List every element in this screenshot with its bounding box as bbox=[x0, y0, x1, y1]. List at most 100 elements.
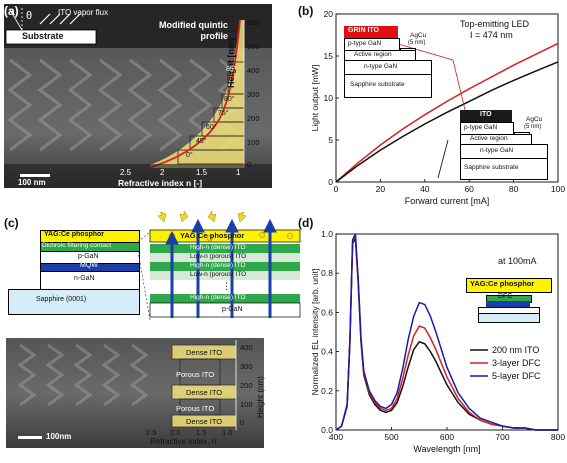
y-tick-label: 0.4 bbox=[321, 347, 333, 357]
y-tick-label: 0 bbox=[328, 177, 333, 187]
d-inset-phosphor bbox=[466, 278, 552, 293]
dfc-phosphor-label: YAG:Ce phosphor bbox=[180, 231, 245, 240]
dfc-layer-label: Low-n (porous) ITO bbox=[190, 253, 247, 260]
y-tick-label: 10 bbox=[324, 93, 334, 103]
stack-layer-label: n-GaN bbox=[74, 275, 95, 282]
y-tick-label: 0.6 bbox=[321, 307, 333, 317]
dfc-layer-label: Low-n (porous) ITO bbox=[190, 271, 247, 278]
panel-a-x-tick: 1.5 bbox=[196, 168, 208, 177]
x-tick-label: 60 bbox=[464, 184, 474, 194]
panel-c-xlabel: Refractive index, n bbox=[150, 437, 217, 446]
ito-metal-label: AgCu bbox=[526, 116, 543, 123]
panel-a-profile-label: Modified quintic profile bbox=[159, 20, 228, 41]
sem-layer-label: Dense ITO bbox=[186, 348, 223, 357]
x-tick-label: 80 bbox=[509, 184, 519, 194]
panel-a-scale-bar: 100 nm bbox=[18, 178, 46, 187]
panel-a-height-tick: 300 bbox=[247, 90, 260, 99]
x-tick-label: 500 bbox=[384, 432, 398, 442]
sem-layer-label: Porous ITO bbox=[176, 404, 215, 413]
stack-layer-label: Dichroic filtering contact bbox=[42, 242, 111, 249]
panel-c-height-tick: 100 bbox=[240, 400, 253, 409]
y-tick-label: 0.2 bbox=[321, 386, 333, 396]
x-axis-label: Wavelength [nm] bbox=[413, 444, 480, 454]
d-inset-mqw bbox=[486, 301, 530, 307]
panel-a-height-tick: 600 bbox=[247, 18, 260, 27]
ito-active-label: Active region bbox=[470, 135, 508, 142]
panel-a-x-tick: 2 bbox=[160, 168, 165, 177]
panel-d-letter: (d) bbox=[298, 216, 314, 230]
dfc-dots: ⋮ bbox=[222, 281, 231, 291]
panel-c-x-tick: 1.5 bbox=[196, 428, 207, 437]
panel-a-flux-label: ITO vapor flux bbox=[58, 8, 109, 17]
grin-sapphire-label: Sapphire substrate bbox=[350, 81, 405, 88]
panel-a-theta: θ bbox=[26, 10, 33, 22]
d-inset-dfc-label: DFC bbox=[498, 293, 513, 300]
stack-sapphire-layer bbox=[8, 289, 140, 315]
panel-b-annotation-line1: Top-emitting LED bbox=[460, 19, 530, 29]
panel-c-x-tick: 2.0 bbox=[170, 428, 181, 437]
panel-d-annotation: at 100mA bbox=[498, 256, 537, 266]
panel-c-scale-bar: 100nm bbox=[46, 432, 72, 441]
legend-label: 3-layer DFC bbox=[492, 358, 541, 368]
x-tick-label: 700 bbox=[495, 432, 509, 442]
x-tick-label: 600 bbox=[440, 432, 454, 442]
dfc-layer-label: High-n (dense) ITO bbox=[190, 294, 246, 301]
series-line bbox=[335, 42, 559, 183]
grin-callout-line bbox=[397, 43, 466, 111]
sem-layer-label: Porous ITO bbox=[176, 370, 215, 379]
ito-label: ITO bbox=[480, 111, 492, 118]
ito-ngan-label: n-type GaN bbox=[480, 147, 514, 154]
y-tick-label: 15 bbox=[324, 51, 334, 61]
y-tick-label: 0.8 bbox=[321, 268, 333, 278]
dfc-layer-label: p-GaN bbox=[222, 306, 243, 313]
series-line bbox=[335, 61, 559, 183]
ito-sapphire-layer bbox=[460, 158, 548, 180]
ito-sapphire-label: Sapphire substrate bbox=[464, 164, 519, 171]
panel-a-angle: 60° bbox=[206, 124, 217, 131]
x-tick-label: 400 bbox=[329, 432, 343, 442]
grin-metal-thk: (5 nm) bbox=[408, 40, 426, 46]
legend-label: 5-layer DFC bbox=[492, 371, 541, 381]
panel-a-height-tick: 500 bbox=[247, 42, 260, 51]
y-tick-label: 1.0 bbox=[321, 229, 333, 239]
legend-label: 200 nm ITO bbox=[492, 345, 539, 355]
ito-callout-line bbox=[437, 139, 449, 179]
x-tick-label: 20 bbox=[376, 184, 386, 194]
ito-pgan-label: p-type GaN bbox=[464, 124, 498, 131]
ito-layer bbox=[460, 110, 512, 122]
sem-layer-label: Dense ITO bbox=[186, 388, 223, 397]
y-axis-label: Normalized EL intensity [arb. unit] bbox=[310, 269, 320, 396]
y-tick-label: 0.0 bbox=[321, 425, 333, 435]
grin-pgan-label: p-type GaN bbox=[348, 40, 382, 47]
stack-layer-label: YAG:Ce phosphor bbox=[44, 231, 105, 238]
series-line bbox=[335, 237, 558, 431]
grin-metal-label: AgCu bbox=[410, 32, 427, 39]
stack-layer-label: p-GaN bbox=[78, 253, 99, 260]
panel-c-height-tick: 200 bbox=[240, 381, 253, 390]
x-tick-label: 0 bbox=[334, 184, 339, 194]
panel-c-x-tick: 2.5 bbox=[146, 428, 157, 437]
y-axis-label: Light output [mW] bbox=[310, 65, 320, 132]
panel-a-letter: (a) bbox=[4, 4, 19, 18]
y-tick-label: 20 bbox=[324, 9, 334, 19]
panel-c-letter: (c) bbox=[4, 216, 19, 230]
sem-layer-label: Dense ITO bbox=[186, 417, 223, 426]
ito-metal-thk: (5 nm) bbox=[524, 124, 542, 130]
panel-a-angle: 45° bbox=[196, 138, 207, 145]
stack-layer-label: Sapphire (0001) bbox=[36, 296, 87, 303]
panel-a-substrate: Substrate bbox=[22, 31, 64, 41]
panel-c-x-tick: 1.0 bbox=[222, 428, 233, 437]
d-inset-phosphor-label: YAG:Ce phosphor bbox=[470, 279, 535, 288]
panel-a-xlabel: Refractive index n [-] bbox=[118, 178, 203, 188]
panel-a-height-tick: 0 bbox=[247, 160, 252, 169]
grin-ito-label: GRIN ITO bbox=[348, 27, 379, 34]
panel-a-angle: 80° bbox=[224, 96, 235, 103]
y-tick-label: 5 bbox=[328, 135, 333, 145]
grin-ito-layer bbox=[344, 26, 398, 38]
d-inset-sapphire bbox=[478, 313, 540, 323]
